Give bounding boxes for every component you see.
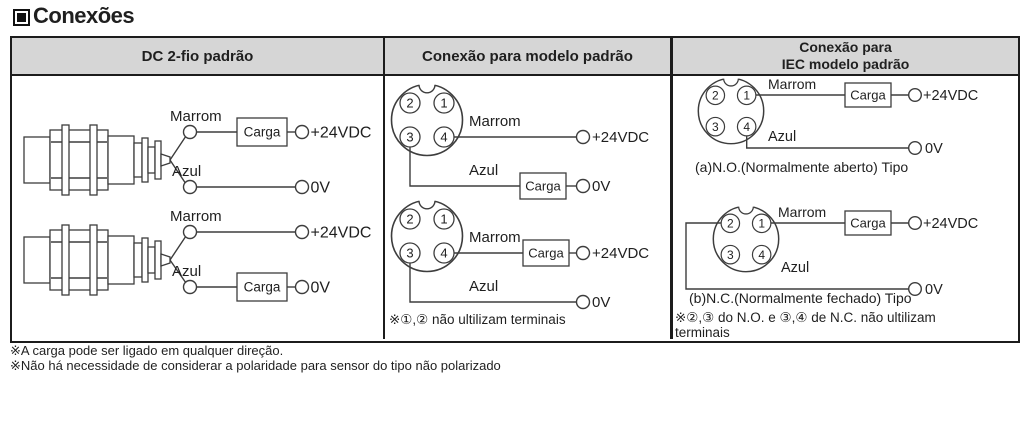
terminal-circle [907, 215, 922, 230]
terminal-circle [907, 140, 922, 155]
ground-label: 0V [925, 282, 943, 298]
section-square-icon [13, 9, 30, 26]
standard-connector-diagram-1: Marrom +24VDC Azul Carga 0V [390, 82, 649, 200]
ground-label: 0V [925, 141, 943, 157]
load-box [522, 239, 570, 267]
terminal-circle [294, 124, 310, 140]
wire-blue [409, 147, 520, 187]
standard-model-diagram: Marrom +24VDC Azul Carga 0V Marrom [389, 82, 649, 327]
supply-label: +24VDC [923, 88, 978, 104]
terminal-circle [575, 245, 591, 261]
terminal-circle [575, 178, 591, 194]
page-title: Conexões [13, 3, 135, 29]
wire-blue [746, 136, 909, 149]
caption-normally-open: (a)N.O.(Normalmente aberto) Tipo [695, 159, 908, 175]
wire-label-brown: Marrom [469, 229, 521, 246]
terminal-circle [182, 224, 198, 240]
ground-label: 0V [311, 280, 331, 297]
wire-label-blue: Azul [172, 163, 201, 180]
table-body-row: Marrom Carga +24VDC Azul 0V [12, 76, 1018, 339]
header-dc-2-wire: DC 2-fio padrão [12, 38, 385, 74]
dc-2-wire-diagram-nc: Marrom +24VDC Azul Carga 0V [23, 208, 372, 302]
ground-label: 0V [592, 294, 610, 311]
ground-label: 0V [311, 180, 331, 197]
unused-terminals-note-line2: terminais [675, 325, 730, 339]
wire-fork-blue [169, 259, 187, 284]
standard-connector-diagram-2: Marrom Carga +24VDC Azul 0V [390, 198, 649, 311]
cell-iec-standard-model: Marrom Carga +24VDC Azul 0V (a)N.O.(Norm… [673, 76, 1018, 339]
supply-label: +24VDC [592, 129, 649, 146]
page-title-text: Conexões [33, 3, 135, 28]
dc-2-wire-diagram-no: Marrom Carga +24VDC Azul 0V [23, 108, 372, 197]
load-box [519, 172, 567, 200]
cell-standard-model: Marrom +24VDC Azul Carga 0V Marrom [385, 76, 673, 339]
terminal-circle [182, 279, 198, 295]
iec-connector-diagram-no: Marrom Carga +24VDC Azul 0V (a)N.O.(Norm… [695, 76, 978, 175]
supply-label: +24VDC [923, 216, 978, 232]
sensor-icon [23, 224, 171, 296]
wire-fork-brown [169, 135, 187, 161]
iec-connector-diagram-nc: Marrom Carga +24VDC Azul 0V (b)N.C.(Norm… [685, 204, 978, 306]
terminal-circle [182, 179, 198, 195]
footnote-polarity: ※Não há necessidade de considerar a pola… [10, 357, 501, 373]
wire-label-blue: Azul [781, 260, 809, 276]
header-standard-model: Conexão para modelo padrão [385, 38, 673, 74]
terminal-circle [575, 129, 591, 145]
wire-label-brown: Marrom [170, 208, 222, 225]
wire-label-brown: Marrom [170, 108, 222, 125]
terminal-circle [907, 281, 922, 296]
wire-blue [685, 222, 909, 290]
connections-table: DC 2-fio padrão Conexão para modelo padr… [10, 36, 1020, 343]
supply-label: +24VDC [592, 245, 649, 262]
connector-icon [697, 76, 765, 145]
footnote-load-direction: ※A carga pode ser ligado em qualquer dir… [10, 343, 284, 358]
header-dc-2-wire-label: DC 2-fio padrão [141, 47, 254, 65]
load-box [844, 82, 892, 108]
iec-model-diagram: Marrom Carga +24VDC Azul 0V (a)N.O.(Norm… [675, 76, 978, 339]
load-label: Carga [850, 88, 886, 103]
load-label: Carga [850, 216, 886, 231]
wire-blue [409, 263, 577, 303]
caption-normally-closed: (b)N.C.(Normalmente fechado) Tipo [689, 290, 912, 306]
header-iec-line1: Conexão para [799, 39, 892, 55]
terminal-circle [575, 294, 591, 310]
load-box [236, 272, 288, 302]
connector-icon [390, 198, 464, 273]
table-header-row: DC 2-fio padrão Conexão para modelo padr… [12, 38, 1018, 76]
sensor-icon [23, 124, 171, 196]
header-iec-standard-model: Conexão para IEC modelo padrão [673, 38, 1018, 74]
wire-label-blue: Azul [469, 162, 498, 179]
ground-label: 0V [592, 178, 610, 195]
unused-terminals-note-line1: ※②,③ do N.O. e ③,④ de N.C. não ultilizam [675, 310, 936, 325]
load-label: Carga [525, 179, 561, 194]
wire-label-brown: Marrom [768, 76, 816, 92]
wire-fork-brown [169, 235, 187, 261]
terminal-circle [182, 124, 198, 140]
wire-label-blue: Azul [768, 129, 796, 145]
wire-label-blue: Azul [172, 263, 201, 280]
dc-2-wire-diagram: Marrom Carga +24VDC Azul 0V [23, 108, 372, 302]
terminal-circle [294, 179, 310, 195]
load-label: Carga [244, 125, 281, 140]
footnotes: ※A carga pode ser ligado em qualquer dir… [10, 343, 501, 373]
load-label: Carga [528, 246, 564, 261]
wire-fork-blue [169, 159, 187, 185]
terminal-circle [294, 279, 310, 295]
terminal-circle [294, 224, 310, 240]
wire-label-brown: Marrom [778, 204, 826, 220]
unused-terminals-note: ※①,② não ultilizam terminais [389, 312, 566, 327]
supply-label: +24VDC [311, 225, 372, 242]
supply-label: +24VDC [311, 125, 372, 142]
terminal-circle [907, 87, 922, 103]
header-iec-line2: IEC modelo padrão [781, 56, 910, 72]
connector-icon [712, 204, 780, 273]
wire-label-brown: Marrom [469, 113, 521, 130]
connector-icon [390, 82, 464, 157]
cell-dc-2-wire: Marrom Carga +24VDC Azul 0V [12, 76, 385, 339]
header-standard-model-label: Conexão para modelo padrão [422, 47, 633, 65]
section-square-fill [17, 13, 26, 22]
wire-label-blue: Azul [469, 278, 498, 295]
load-label: Carga [244, 280, 281, 295]
